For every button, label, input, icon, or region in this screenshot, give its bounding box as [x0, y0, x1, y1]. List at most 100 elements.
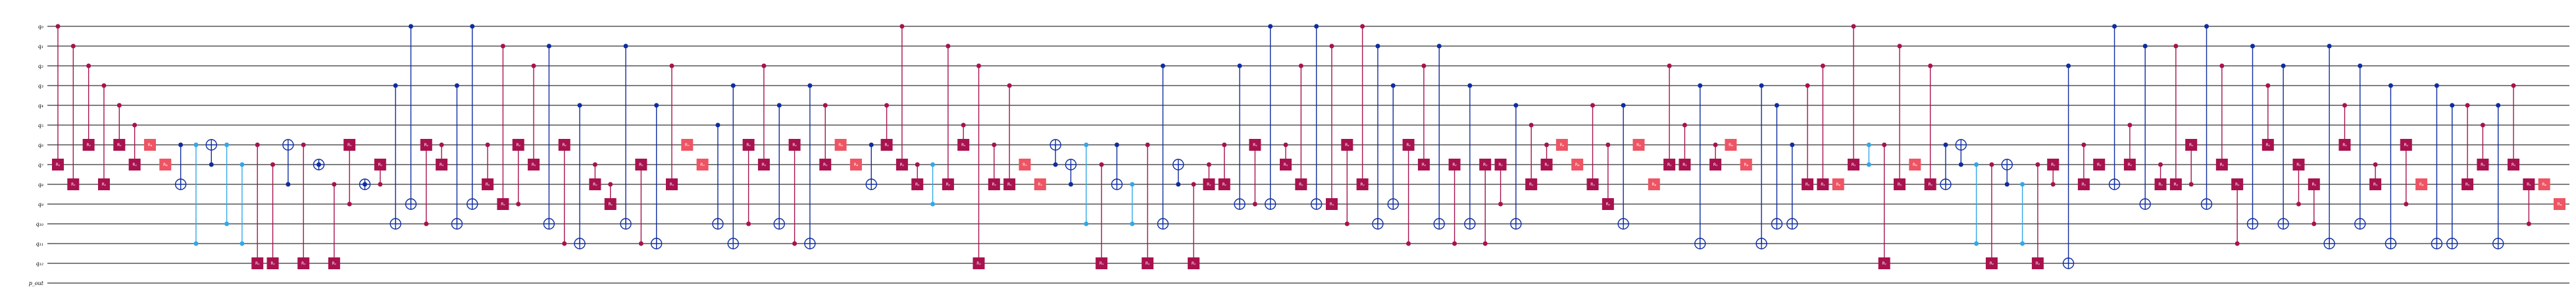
control-dot — [439, 142, 444, 147]
gate-box — [159, 159, 172, 171]
gate-box — [67, 178, 80, 190]
control-dot — [1160, 63, 1165, 68]
gate-label: Rᵧ — [486, 182, 490, 187]
gate-label: Rᵩ — [854, 163, 859, 167]
gate-cry: Rᵧ — [1494, 159, 1507, 207]
gate-cx — [205, 139, 217, 167]
gate-cx — [2385, 83, 2397, 250]
gate-cry: Rᵧ — [2031, 162, 2044, 269]
gate-cry: Rᵧ — [819, 103, 832, 171]
control-dot — [2465, 103, 2470, 108]
gate-label: Rᵩ — [1575, 163, 1580, 167]
gate-cx — [2431, 83, 2443, 250]
control-dot — [1222, 142, 1227, 147]
gate-cry: Rᵧ — [128, 122, 141, 171]
gate-box — [1709, 159, 1722, 171]
gate-label: Rᵧ — [1422, 163, 1427, 167]
gate-label: Rᵧ — [2235, 182, 2240, 187]
gate-box — [558, 139, 570, 151]
gate-cx — [543, 43, 555, 230]
gate-cry: Rᵧ — [1295, 63, 1307, 190]
gate-cry: Rᵧ — [2231, 178, 2244, 246]
gate-cx — [1510, 103, 1522, 230]
control-dot — [1452, 241, 1457, 246]
gate-box — [2462, 178, 2474, 190]
gate-box — [528, 159, 540, 171]
gate-label: Rᵧ — [1299, 182, 1303, 187]
gate-cx — [282, 139, 294, 187]
control-dot — [562, 241, 567, 246]
gate-cry: Rᵧ — [2462, 103, 2474, 190]
gate-box — [2169, 178, 2182, 190]
control-dot — [1298, 63, 1303, 68]
gate-cx — [2108, 24, 2121, 190]
gate-cry: Rᵧ — [589, 162, 601, 190]
gate-cry: Rᵧ — [942, 43, 954, 190]
gate-label: Rᵧ — [86, 143, 91, 147]
control-dot — [884, 103, 890, 108]
gate-label: Rᵩ — [2419, 182, 2424, 187]
gate-cry: Rᵧ — [2185, 139, 2198, 187]
gate-cry: Rᵧ — [988, 142, 1000, 190]
gate-label: Rᵧ — [102, 182, 107, 187]
gate-cx — [1173, 159, 1184, 187]
control-dot — [1713, 142, 1718, 147]
gate-label: Rᵩ — [1836, 182, 1840, 187]
gate-cry: Rᵧ — [1848, 24, 1860, 171]
gate-label: Rᵧ — [2189, 143, 2194, 147]
gate-box — [1188, 257, 1200, 269]
gate-label: Rᵧ — [593, 182, 597, 187]
control-dot — [1866, 162, 1871, 167]
wire-label: p_out — [29, 280, 44, 286]
gate-cry: Rᵧ — [1894, 43, 1906, 190]
control-dot — [485, 142, 490, 147]
gate-cry: Rᵧ — [1878, 142, 1890, 269]
gate-label: Rᵧ — [1882, 261, 1886, 266]
gate-label: Rᵧ — [2128, 163, 2133, 167]
gate-cry: Rᵧ — [528, 63, 540, 171]
control-dot — [1513, 103, 1519, 108]
gate-label: Rᵧ — [71, 182, 76, 187]
gate-label: Rᵩ — [148, 143, 153, 147]
gate-cx — [1372, 43, 1384, 230]
control-dot — [2342, 103, 2347, 108]
gate-rz: Rᵩ — [1740, 159, 1752, 171]
control-dot — [761, 63, 767, 68]
gate-label: Rᵧ — [2036, 261, 2040, 266]
gate-cx — [773, 103, 785, 230]
gate-rx: Rₓ — [681, 139, 694, 151]
control-dot — [378, 182, 383, 187]
control-dot — [470, 24, 475, 29]
gate-cry: Rᵧ — [1096, 162, 1108, 269]
gate-cx — [1786, 142, 1798, 230]
gate-cx — [620, 43, 632, 230]
control-dot — [531, 63, 536, 68]
gate-box — [343, 139, 356, 151]
control-dot — [2281, 63, 2286, 68]
gate-box — [1142, 257, 1154, 269]
gate-box — [2123, 159, 2136, 171]
gate-box — [1555, 139, 1568, 151]
control-dot — [70, 43, 76, 49]
control-dot — [1974, 241, 1979, 246]
gate-cz — [1866, 142, 1871, 167]
control-dot — [2388, 83, 2393, 88]
gate-cry: Rᵧ — [343, 139, 356, 207]
gate-box — [251, 257, 264, 269]
gate-box — [819, 159, 832, 171]
control-dot — [930, 201, 936, 207]
gate-cry: Rᵧ — [2523, 178, 2535, 226]
gate-cz — [193, 142, 199, 246]
gate-cx — [574, 103, 586, 250]
gate-cx — [390, 83, 401, 230]
gate-box — [696, 159, 709, 171]
wire-label: q₁₀ — [36, 221, 43, 227]
gate-box — [834, 139, 847, 151]
gate-rz: Rᵩ — [1571, 159, 1584, 171]
gate-box — [297, 257, 310, 269]
gate-label: Rᵧ — [378, 163, 383, 167]
gate-label: Rᵧ — [2051, 163, 2056, 167]
control-dot — [608, 182, 613, 187]
gate-box — [1341, 139, 1353, 151]
gate-box — [2415, 178, 2428, 190]
